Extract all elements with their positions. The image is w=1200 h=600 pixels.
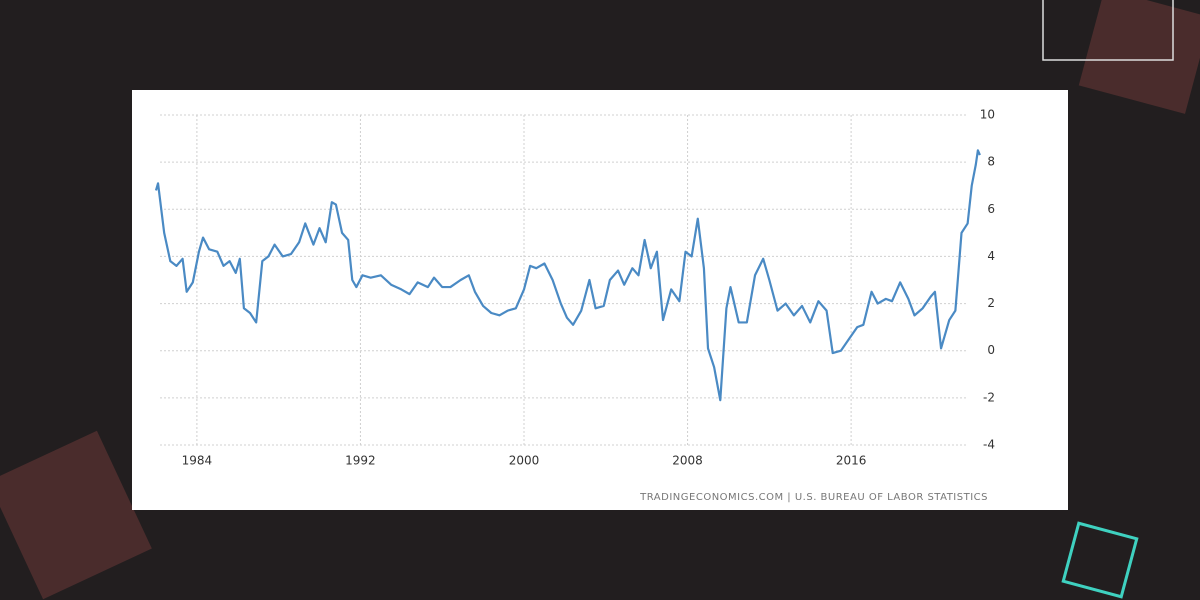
y-tick-label: 10 — [980, 108, 995, 122]
y-tick-label: 0 — [987, 343, 995, 357]
x-tick-label: 2016 — [836, 454, 867, 468]
chart-panel — [132, 90, 1068, 510]
decor-square — [0, 430, 152, 600]
decor-outline — [1042, 0, 1174, 61]
series-line — [154, 149, 981, 402]
y-tick-label: -2 — [983, 390, 995, 404]
y-tick-label: 2 — [987, 296, 995, 310]
y-tick-label: -4 — [983, 438, 995, 452]
decor-outline — [1061, 521, 1139, 599]
y-tick-label: 8 — [987, 155, 995, 169]
x-tick-label: 1992 — [345, 454, 376, 468]
x-tick-label: 2000 — [509, 454, 540, 468]
x-tick-label: 2008 — [672, 454, 703, 468]
decor-square — [1078, 0, 1200, 114]
y-tick-label: 4 — [987, 249, 995, 263]
x-tick-label: 1984 — [182, 454, 213, 468]
plot: -4 -2 0 2 4 6 8 10 1984 1992 2000 2008 2016 — [154, 108, 995, 468]
source: TRADINGECONOMICS.COM | U.S. BUREAU OF LA… — [639, 492, 988, 503]
y-tick-label: 6 — [987, 202, 995, 216]
